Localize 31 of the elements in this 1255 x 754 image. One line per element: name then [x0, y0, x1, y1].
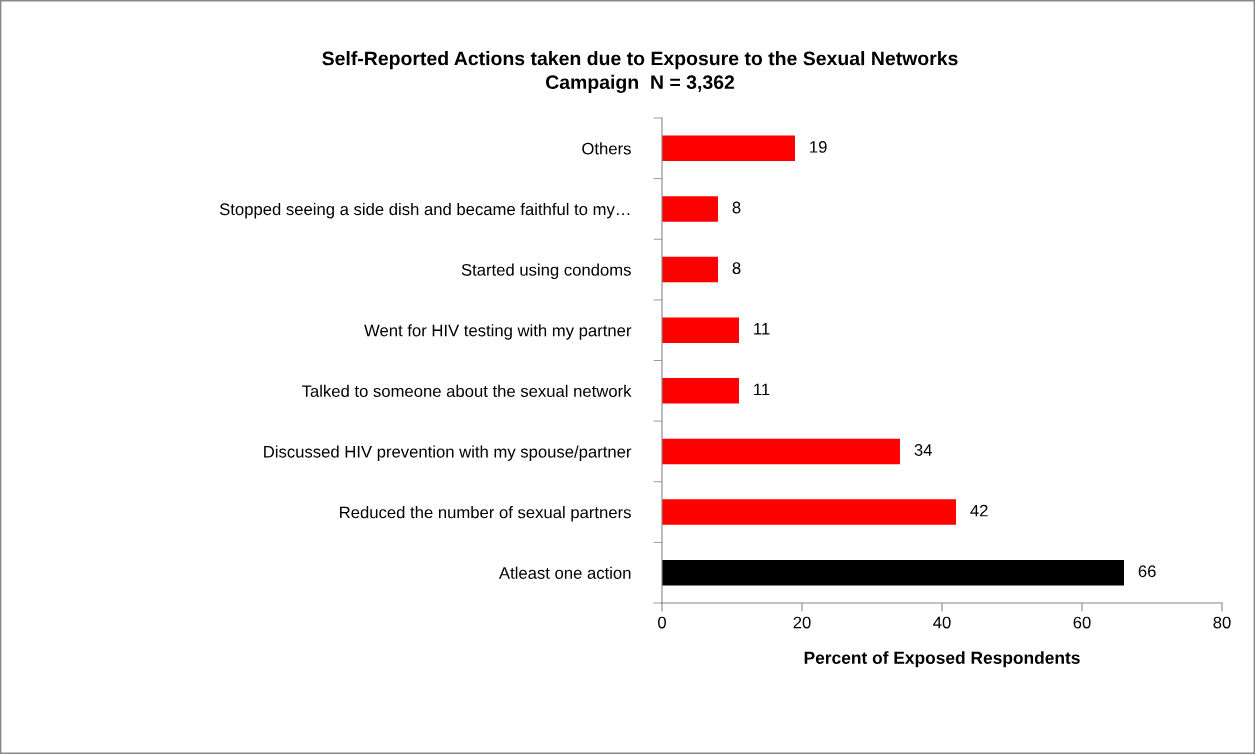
- data-label: 66: [1138, 565, 1156, 578]
- x-tick-label: 20: [793, 616, 811, 629]
- bar: [662, 559, 1124, 586]
- data-label: 34: [914, 444, 932, 456]
- data-label: 42: [970, 504, 988, 517]
- y-tick-label: Talked to someone about the sexual network: [302, 384, 632, 398]
- data-label: 11: [754, 383, 770, 396]
- y-tick-label: Discussed HIV prevention with my spouse/partner: [264, 445, 632, 461]
- data-label: 8: [732, 201, 741, 214]
- y-tick-label: Stopped seeing a side dish and became faithful to my…: [219, 202, 630, 219]
- data-label: 19: [810, 140, 827, 153]
- x-tick-label: 40: [933, 616, 951, 629]
- y-tick-label: Reduced the number of sexual partners: [340, 506, 631, 522]
- bar: [662, 378, 739, 404]
- y-tick-label: Went for HIV testing with my partner: [364, 324, 632, 340]
- y-tick-label: Atleast one action: [498, 566, 631, 579]
- bar: [662, 256, 718, 283]
- y-tick-label: Others: [582, 142, 631, 155]
- data-label: 11: [754, 323, 770, 335]
- chart-title: Self-Reported Actions taken due to Exposure to the Sexual Networks Campaign N = 3,362: [322, 51, 958, 93]
- y-tick-label: Started using condoms: [461, 263, 631, 280]
- data-label: 8: [732, 262, 741, 275]
- bar: [662, 317, 739, 343]
- bar: [662, 499, 956, 525]
- x-tick-label: 80: [1213, 616, 1231, 629]
- x-tick-label: 0: [658, 616, 666, 629]
- x-tick-label: 60: [1073, 616, 1091, 629]
- bar: [662, 438, 900, 465]
- bar: [662, 135, 795, 162]
- bar: [662, 196, 718, 222]
- x-axis-title: Percent of Exposed Respondents: [804, 651, 1080, 668]
